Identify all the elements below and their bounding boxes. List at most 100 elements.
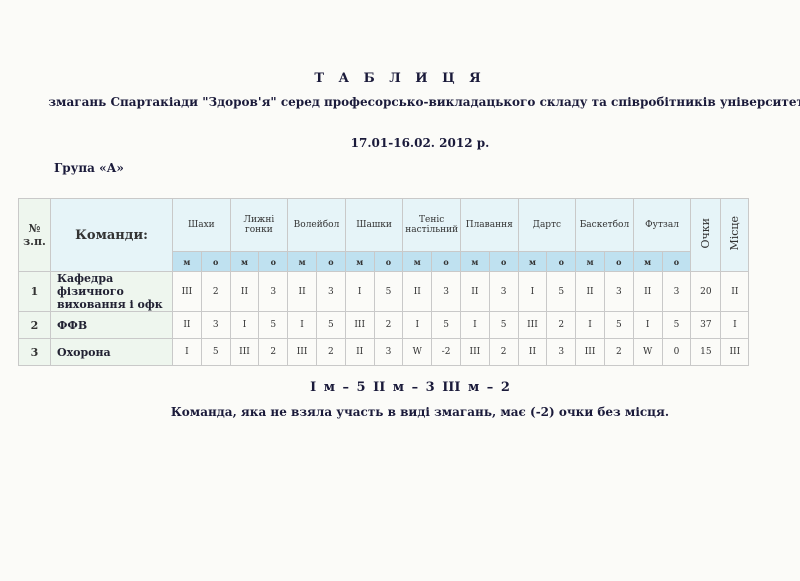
points-subheader: о	[373, 251, 404, 272]
final-place: ІІІ	[720, 338, 750, 366]
team-name: Кафедра фізичного виховання і офк	[50, 271, 173, 312]
points-cell: 3	[603, 271, 634, 312]
document-subtitle: змагань Спартакіади "Здоров'я" серед про…	[48, 95, 800, 109]
place-cell: І	[632, 311, 663, 339]
final-place: ІІ	[720, 271, 750, 312]
place-cell: І	[575, 311, 605, 339]
points-subheader: о	[315, 251, 346, 272]
points-cell: 5	[661, 311, 692, 339]
points-cell: 2	[258, 338, 289, 366]
place-subheader: м	[632, 251, 663, 272]
points-cell: 3	[200, 311, 231, 339]
place-subheader: м	[287, 251, 317, 272]
points-cell: 5	[315, 311, 346, 339]
points-subheader: о	[258, 251, 289, 272]
place-cell: І	[344, 271, 375, 312]
points-subheader: о	[488, 251, 519, 272]
points-cell: 2	[546, 311, 577, 339]
sport-header: Дартс	[517, 198, 577, 252]
sport-header: Футзал	[632, 198, 692, 252]
points-cell: 3	[546, 338, 577, 366]
points-subheader: о	[603, 251, 634, 272]
points-cell: 2	[603, 338, 634, 366]
place-header: Місце	[720, 198, 750, 272]
points-cell: 2	[315, 338, 346, 366]
place-cell: W	[632, 338, 663, 366]
place-cell: ІІ	[517, 338, 548, 366]
place-cell: ІІ	[459, 271, 490, 312]
h_points-label: Очки	[699, 218, 713, 249]
place-cell: ІІІ	[229, 338, 260, 366]
results-table: № з.п. Команди: Шахи Лижні гонки Волейбол Ш…	[18, 198, 750, 366]
points-cell: 3	[258, 271, 289, 312]
final-place: І	[720, 311, 750, 339]
place-cell: І	[229, 311, 260, 339]
points-cell: 3	[431, 271, 461, 312]
place-cell: І	[517, 271, 548, 312]
points-cell: 3	[315, 271, 346, 312]
place-cell: І	[402, 311, 433, 339]
header-team: Команди:	[50, 198, 173, 272]
place-subheader: м	[172, 251, 202, 272]
place-cell: ІІ	[575, 271, 605, 312]
points-cell: 2	[200, 271, 231, 312]
sport-header: Теніс настільний	[402, 198, 461, 252]
row-number: 2	[18, 311, 51, 339]
points-cell: 3	[661, 271, 692, 312]
points-cell: 5	[603, 311, 634, 339]
points-subheader: о	[546, 251, 577, 272]
rule-note: Команда, яка не взяла участь в виді змаг…	[170, 405, 670, 419]
place-cell: ІІІ	[172, 271, 202, 312]
points-cell: 5	[373, 271, 404, 312]
points-subheader: о	[200, 251, 231, 272]
total-points: 20	[690, 271, 722, 312]
points-subheader: о	[431, 251, 461, 272]
points-cell: 5	[200, 338, 231, 366]
scoring-legend: І м – 5 ІІ м – 3 ІІІ м – 2	[310, 380, 510, 395]
place-cell: ІІІ	[575, 338, 605, 366]
points-header: Очки	[690, 198, 722, 272]
place-cell: І	[287, 311, 317, 339]
points-cell: 2	[373, 311, 404, 339]
sport-header: Шахи	[172, 198, 231, 252]
date-range: 17.01-16.02. 2012 р.	[350, 136, 490, 150]
points-cell: -2	[431, 338, 461, 366]
place-cell: ІІ	[632, 271, 663, 312]
h_place-label: Місце	[728, 216, 742, 251]
sport-header: Шашки	[344, 198, 404, 252]
place-cell: ІІ	[172, 311, 202, 339]
place-cell: W	[402, 338, 433, 366]
row-number: 1	[18, 271, 51, 312]
place-cell: ІІІ	[459, 338, 490, 366]
place-cell: ІІІ	[287, 338, 317, 366]
place-cell: ІІ	[287, 271, 317, 312]
header-number: № з.п.	[18, 198, 51, 272]
total-points: 15	[690, 338, 722, 366]
total-points: 37	[690, 311, 722, 339]
sport-header: Баскетбол	[575, 198, 634, 252]
team-name: Охорона	[50, 338, 173, 366]
place-cell: І	[172, 338, 202, 366]
place-subheader: м	[459, 251, 490, 272]
place-subheader: м	[575, 251, 605, 272]
place-cell: ІІІ	[344, 311, 375, 339]
table-row: 2 ФФВ ІІ 3 І 5 І 5 ІІІ 2 І 5 І 5 ІІІ 2 І 5 І 5 37 І	[18, 311, 750, 339]
sport-header: Лижні гонки	[229, 198, 289, 252]
document-title: Т А Б Л И Ц Я	[314, 71, 486, 86]
place-cell: ІІ	[344, 338, 375, 366]
place-subheader: м	[517, 251, 548, 272]
points-cell: 5	[258, 311, 289, 339]
row-number: 3	[18, 338, 51, 366]
place-subheader: м	[229, 251, 260, 272]
place-cell: І	[459, 311, 490, 339]
points-cell: 3	[373, 338, 404, 366]
points-cell: 0	[661, 338, 692, 366]
place-cell: ІІ	[229, 271, 260, 312]
place-subheader: м	[402, 251, 433, 272]
points-cell: 5	[488, 311, 519, 339]
points-cell: 2	[488, 338, 519, 366]
sport-header: Плавання	[459, 198, 519, 252]
place-cell: ІІІ	[517, 311, 548, 339]
table-row: 1 Кафедра фізичного виховання і офк ІІІ 2 ІІ…	[18, 271, 750, 312]
group-label: Група «А»	[54, 161, 124, 175]
